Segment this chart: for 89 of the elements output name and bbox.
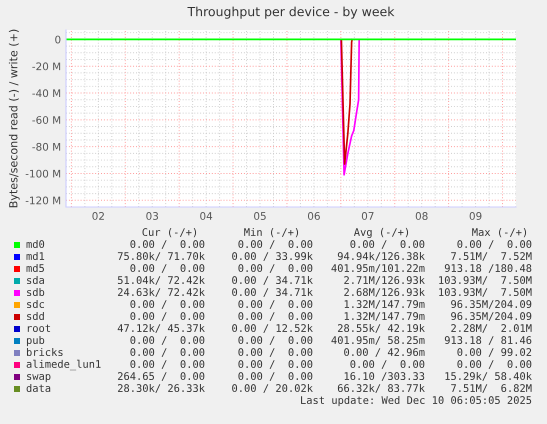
text: 0.00 / 0.00 [350, 360, 424, 369]
text: 0.00 / 0.00 [238, 264, 312, 273]
text: 0.00 / 0.00 [130, 348, 204, 357]
text: 0.00 / 0.00 [130, 300, 204, 309]
text: 0.00 / 0.00 [130, 360, 204, 369]
text: 0.00 / 99.02 [457, 348, 532, 357]
legend-label: root [28, 324, 50, 332]
y-tick-label: -80 M [32, 142, 60, 151]
text: 2.71M/126.93k [344, 276, 425, 285]
text: 7.51M/ 7.52M [451, 252, 532, 261]
text: Min (-/+) [244, 228, 298, 238]
text: 0.00 / 0.00 [238, 360, 312, 369]
text: Last update: Wed Dec 10 06:05:05 2025 [301, 396, 532, 406]
text: 2.28M/ 2.01M [451, 324, 532, 333]
text: 0.00 / 20.02k [232, 384, 313, 393]
text: 0.00 / 0.00 [130, 312, 204, 321]
text: Cur (-/+) [142, 228, 196, 238]
text: 0.00 / 33.99k [232, 252, 313, 261]
y-tick-label: 0 [55, 36, 60, 44]
legend-label: md1 [26, 252, 44, 260]
x-tick-label: 05 [254, 212, 266, 220]
legend-label: alimede_lun1 [26, 360, 101, 370]
y-tick-label: -120 M [26, 196, 60, 204]
text: 913.18 /180.48 [444, 264, 532, 273]
text: Max (-/+) [472, 228, 526, 238]
text: 15.29k/ 58.40k [445, 372, 532, 381]
legend-label: sda [27, 276, 44, 284]
text: 51.04k/ 72.42k [118, 276, 205, 285]
legend-label: md5 [26, 264, 44, 272]
text: 264.65 / 0.00 [118, 372, 204, 381]
text: 0.00 / 0.00 [457, 360, 532, 369]
text: 16.10 /303.33 [344, 372, 424, 381]
legend-label: sdb [27, 288, 44, 296]
text: 96.35M/204.09 [451, 300, 532, 309]
text: 0.00 / 42.96m [344, 348, 425, 357]
text: 0.00 / 34.71k [232, 276, 313, 285]
legend-label: bricks [26, 348, 63, 356]
x-tick-label: 07 [362, 212, 374, 220]
text: 0.00 / 0.00 [238, 372, 312, 381]
text: 24.63k/ 72.42k [118, 288, 205, 297]
text: 0.00 / 0.00 [130, 336, 204, 345]
x-tick-label: 04 [200, 212, 212, 220]
text: 0.00 / 0.00 [457, 240, 532, 249]
x-tick-label: 03 [146, 212, 158, 220]
chart-title: Throughput per device - by week [187, 6, 394, 19]
text: 28.55k/ 42.19k [338, 324, 425, 333]
legend-label: swap [27, 374, 50, 382]
line-series [340, 38, 354, 165]
text: 28.30k/ 26.33k [118, 384, 205, 393]
text: 7.51M/ 6.82M [451, 384, 532, 393]
text: 1.32M/147.79m [344, 312, 425, 321]
text: 75.80k/ 71.70k [118, 252, 205, 261]
text: 103.93M/ 7.50M [439, 276, 532, 285]
text: 0.00 / 0.00 [238, 240, 312, 249]
text: 0.00 / 0.00 [130, 264, 204, 273]
text: 1.32M/147.79m [344, 300, 425, 309]
text: 0.00 / 0.00 [238, 336, 312, 345]
legend-label: pub [26, 336, 44, 346]
text: 913.18 / 81.46 [444, 336, 532, 345]
text: 0.00 / 0.00 [238, 348, 312, 357]
text: 0.00 / 0.00 [350, 240, 424, 249]
text: 103.93M/ 7.50M [439, 288, 532, 297]
text: 96.35M/204.09 [451, 312, 532, 321]
x-tick-label: 08 [416, 212, 428, 220]
text: 2.68M/126.93k [344, 288, 425, 297]
x-tick-label: 06 [308, 212, 320, 220]
y-tick-label: -60 M [32, 116, 60, 124]
y-tick-label: -40 M [32, 89, 60, 98]
text: 0.00 / 0.00 [130, 240, 204, 249]
line-series [340, 38, 360, 176]
text: 0.00 / 0.00 [238, 312, 312, 321]
legend-label: data [26, 384, 50, 392]
text: 401.95m/101.22m [331, 264, 425, 273]
y-tick-label: -20 M [32, 62, 60, 70]
x-tick-label: 02 [92, 212, 104, 220]
legend-label: sdc [27, 300, 44, 308]
y-tick-label: -100 M [26, 170, 60, 178]
x-tick-label: 09 [470, 212, 482, 220]
text: 94.94k/126.38k [338, 252, 425, 261]
text: 0.00 / 34.71k [232, 288, 313, 297]
legend-label: sdd [27, 312, 44, 320]
legend-label: md0 [26, 240, 44, 248]
text: 0.00 / 12.52k [232, 324, 313, 333]
y-axis-title: Bytes/second read (-) / write (+) [8, 30, 20, 208]
text: 47.12k/ 45.37k [118, 324, 205, 333]
text: 66.32k/ 83.77k [338, 384, 425, 393]
text: Avg (-/+) [354, 228, 408, 238]
text: 0.00 / 0.00 [238, 300, 312, 309]
text: 401.95m/ 58.25m [331, 336, 425, 345]
